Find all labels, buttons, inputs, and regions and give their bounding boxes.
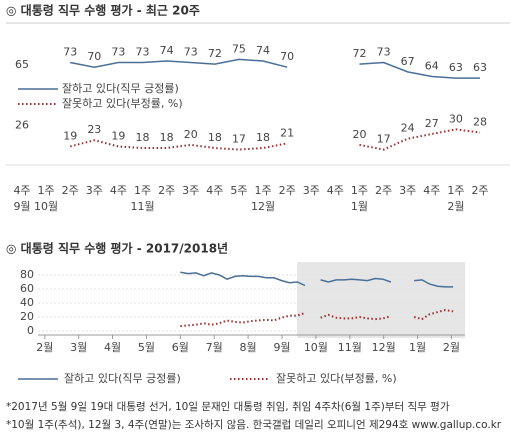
series-line [70, 58, 288, 68]
x-tick-sublabel: 2월 [447, 200, 464, 213]
y-tick-label: 20 [20, 310, 34, 323]
data-label: 73 [63, 46, 77, 59]
y-tick-label: 60 [20, 282, 34, 295]
data-label: 73 [377, 46, 391, 59]
data-label: 70 [87, 50, 101, 63]
series-line [320, 313, 392, 321]
x-tick-label: 3주 [303, 184, 320, 197]
series-line [180, 271, 306, 287]
footnote: *10월 1주(추석), 12월 3, 4주(연말)는 조사하지 않음. 한국갤… [6, 418, 502, 431]
data-label: 74 [160, 44, 174, 57]
x-tick-label: 10월 [304, 341, 328, 354]
x-tick-label: 2월 [36, 341, 53, 354]
data-label: 20 [184, 128, 198, 141]
x-tick-label: 4주 [13, 184, 30, 197]
x-tick-label: 12월 [372, 341, 396, 354]
data-label: 30 [449, 112, 463, 125]
x-tick-label: 2주 [279, 184, 296, 197]
x-tick-label: 1월 [409, 341, 426, 354]
data-label: 17 [377, 133, 391, 146]
y-tick-label: 80 [20, 268, 34, 281]
x-tick-label: 7월 [206, 341, 223, 354]
x-tick-label: 6월 [172, 341, 189, 354]
x-tick-label: 2주 [471, 184, 488, 197]
data-label: 23 [87, 123, 101, 136]
data-label: 75 [232, 42, 246, 55]
series-line [359, 61, 480, 79]
data-label: 18 [136, 131, 150, 144]
data-label: 70 [280, 50, 294, 63]
x-tick-label: 1주 [254, 184, 271, 197]
data-label: 73 [184, 46, 198, 59]
data-label: 19 [63, 129, 77, 142]
x-tick-label: 1주 [38, 184, 55, 197]
y-tick-label: 0 [27, 324, 34, 337]
series-line [180, 311, 306, 328]
data-label: 19 [111, 129, 125, 142]
x-tick-label: 1주 [351, 184, 368, 197]
x-tick-label: 4주 [110, 184, 127, 197]
x-tick-label: 1주 [134, 184, 151, 197]
data-label: 27 [425, 117, 439, 130]
x-tick-label: 2주 [62, 184, 79, 197]
data-label: 63 [473, 61, 487, 74]
data-label: 73 [111, 46, 125, 59]
series-line [69, 139, 288, 151]
x-tick-label: 1주 [447, 184, 464, 197]
chart-title: ◎ 대통령 직무 수행 평가 - 2017/2018년 [6, 241, 228, 256]
data-label: 20 [352, 128, 366, 141]
x-tick-label: 4주 [423, 184, 440, 197]
x-tick-label: 2주 [158, 184, 175, 197]
x-tick-label: 5월 [138, 341, 155, 354]
data-label: 65 [15, 58, 29, 71]
x-tick-label: 3월 [70, 341, 87, 354]
x-tick-label: 8월 [240, 341, 257, 354]
x-tick-label: 2주 [375, 184, 392, 197]
x-tick-label: 11월 [338, 341, 362, 354]
footnote: *2017년 5월 9일 19대 대통령 선거, 10일 문재인 대통령 취임,… [6, 400, 450, 413]
data-label: 64 [425, 60, 439, 73]
data-label: 24 [401, 122, 415, 135]
data-label: 17 [232, 133, 246, 146]
chart-title: ◎ 대통령 직무 수행 평가 - 최근 20주 [6, 3, 200, 18]
x-tick-label: 5주 [230, 184, 247, 197]
data-label: 74 [256, 44, 270, 57]
x-tick-sublabel: 9월 [13, 200, 30, 213]
x-tick-label: 2월 [443, 341, 460, 354]
data-label: 67 [401, 55, 415, 68]
series-line [413, 308, 454, 321]
recent-20-weeks-shade [297, 262, 465, 338]
data-label: 72 [208, 47, 222, 60]
x-tick-sublabel: 1월 [351, 200, 368, 213]
series-line [414, 279, 454, 288]
data-label: 18 [208, 131, 222, 144]
legend-label: 잘못하고 있다(부정률, %) [62, 96, 183, 110]
legend-label: 잘하고 있다(직무 긍정률) [64, 371, 181, 385]
x-tick-label: 9월 [273, 341, 290, 354]
data-label: 18 [160, 131, 174, 144]
data-label: 18 [256, 131, 270, 144]
legend-label: 잘하고 있다(직무 긍정률) [62, 81, 179, 95]
x-tick-label: 3주 [399, 184, 416, 197]
legend-label: 잘못하고 있다(부정률, %) [276, 371, 397, 385]
x-tick-label: 4주 [206, 184, 223, 197]
x-tick-label: 3주 [86, 184, 103, 197]
series-line [359, 128, 481, 151]
x-tick-sublabel: 11월 [130, 200, 154, 213]
x-tick-sublabel: 10월 [34, 200, 58, 213]
y-tick-label: 40 [20, 296, 34, 309]
x-tick-sublabel: 12월 [251, 200, 275, 213]
data-label: 72 [352, 47, 366, 60]
data-label: 63 [449, 61, 463, 74]
data-label: 28 [473, 115, 487, 128]
x-tick-label: 4월 [104, 341, 121, 354]
data-label: 26 [15, 119, 29, 132]
series-line [320, 277, 392, 283]
x-tick-label: 4주 [327, 184, 344, 197]
x-tick-label: 3주 [182, 184, 199, 197]
data-label: 73 [136, 46, 150, 59]
data-label: 21 [280, 126, 294, 139]
